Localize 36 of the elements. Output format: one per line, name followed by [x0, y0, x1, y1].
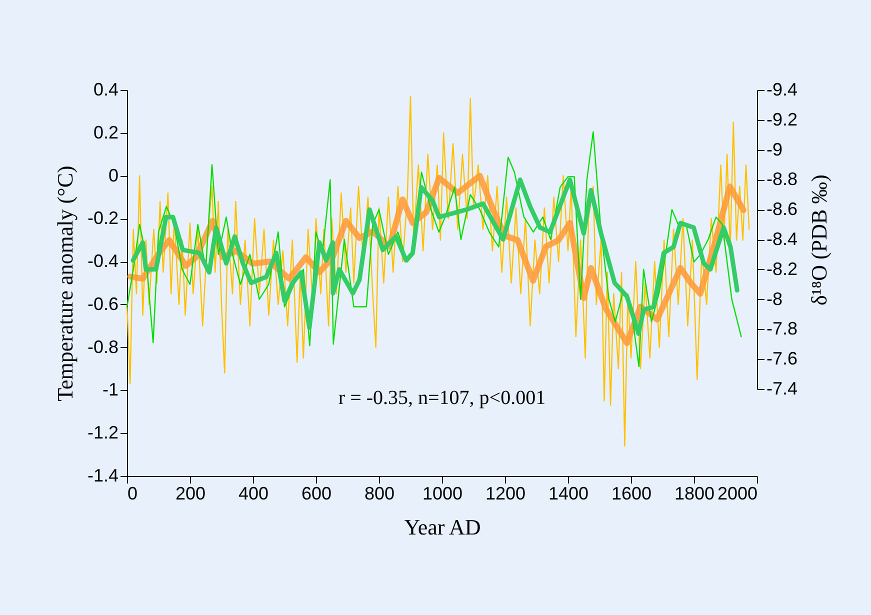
x-tick-label: 800 [364, 484, 395, 504]
y-tick-label: 0.2 [93, 122, 118, 142]
y-tick-label: 0 [108, 165, 118, 186]
y2-tick-label: -7.8 [766, 318, 798, 339]
y-tick-label: -1 [102, 380, 118, 400]
x-tick-label: 1400 [548, 484, 589, 504]
y-tick-label: -0.4 [87, 251, 118, 272]
y2-tick-label: -7.4 [766, 378, 798, 398]
y2-tick-label: -8.6 [766, 199, 798, 220]
annotation: r = -0.35, n=107, p<0.001 [338, 387, 546, 409]
x-tick-label: 0 [128, 484, 138, 504]
x-axis-title: Year AD [404, 514, 481, 540]
y2-tick-label: -9.2 [766, 109, 798, 130]
y-tick-label: -1.4 [87, 466, 118, 486]
y2-tick-label: -8.4 [766, 229, 798, 249]
x-tick-label: 600 [301, 484, 332, 504]
y2-tick-label: -9.4 [766, 80, 798, 100]
y-axis-title: Temperature anomaly (°C) [52, 166, 78, 402]
y2-tick-label: -8.8 [766, 169, 798, 190]
x-tick-label: 1800 [674, 484, 715, 504]
x-tick-label: 1000 [422, 484, 463, 504]
y-tick-label: -0.8 [87, 336, 118, 357]
y2-tick-label: -8.2 [766, 258, 798, 279]
x-tick-label: 1600 [611, 484, 652, 504]
x-tick-label: 400 [238, 484, 269, 504]
y2-tick-label: -8 [766, 288, 783, 309]
y-tick-label: -0.2 [87, 208, 118, 228]
y-tick-label: -1.2 [87, 422, 118, 443]
y2-axis-title: δ¹⁸O (PDB ‰) [806, 174, 832, 306]
x-tick-label: 1200 [485, 484, 526, 504]
x-tick-label: 200 [175, 484, 206, 504]
y2-tick-label: -9 [766, 139, 783, 160]
x-tick-label: 2000 [717, 484, 758, 504]
y-tick-label: 0.4 [93, 80, 118, 100]
y2-tick-label: -7.6 [766, 348, 798, 369]
y-tick-label: -0.6 [87, 294, 118, 314]
